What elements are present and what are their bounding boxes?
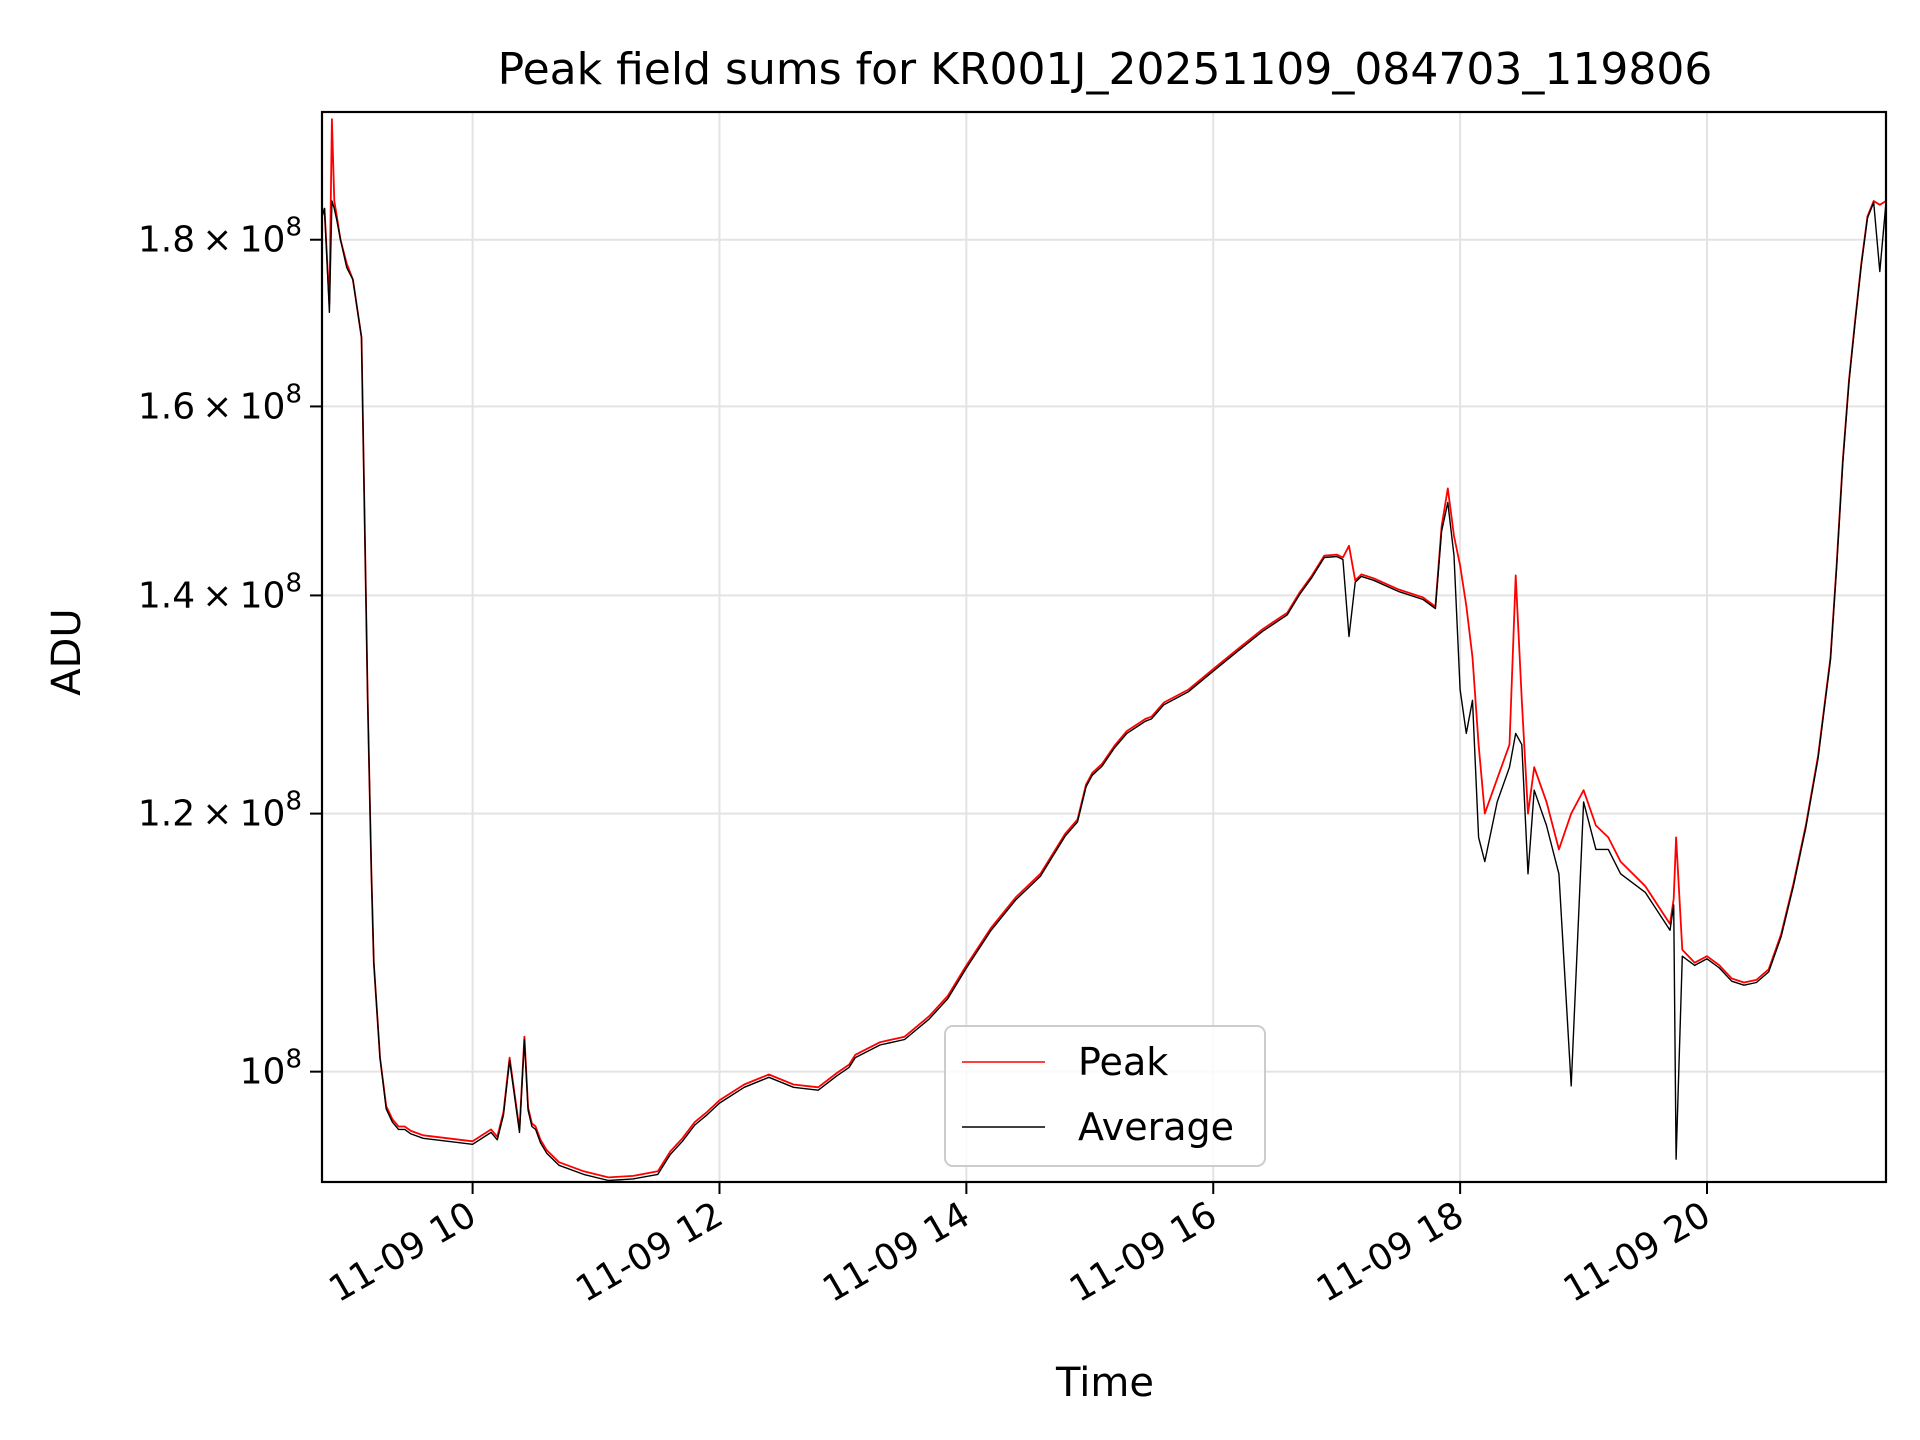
y-tick-label: 1.6 × 108 bbox=[138, 379, 302, 427]
chart-title: Peak field sums for KR001J_20251109_0847… bbox=[498, 44, 1713, 95]
x-tick-label: 11-09 20 bbox=[1557, 1194, 1718, 1310]
grid-layer bbox=[322, 112, 1886, 1182]
y-tick-label: 108 bbox=[240, 1045, 302, 1093]
x-axis-label: Time bbox=[1055, 1360, 1154, 1406]
x-tick-label: 11-09 10 bbox=[322, 1194, 483, 1310]
y-axis-label: ADU bbox=[44, 608, 90, 695]
legend: Peak Average bbox=[944, 1025, 1266, 1167]
y-tick-label: 1.4 × 108 bbox=[138, 568, 302, 616]
y-axis: 108 1.2 × 108 1.4 × 108 1.6 × 108 1.8 × 108 bbox=[138, 213, 322, 1093]
x-tick-label: 11-09 18 bbox=[1310, 1194, 1471, 1310]
x-axis: 11-09 10 11-09 12 11-09 14 11-09 16 11-09 18… bbox=[322, 1182, 1718, 1311]
plot-area bbox=[322, 118, 1886, 1182]
x-tick-label: 11-09 16 bbox=[1063, 1194, 1224, 1310]
legend-label-average: Average bbox=[1078, 1105, 1234, 1149]
legend-label-peak: Peak bbox=[1078, 1040, 1168, 1084]
series-line-peak bbox=[322, 118, 1886, 1179]
x-tick-label: 11-09 14 bbox=[816, 1194, 977, 1310]
y-tick-label: 1.8 × 108 bbox=[138, 213, 302, 261]
y-tick-label: 1.2 × 108 bbox=[138, 787, 302, 835]
x-tick-label: 11-09 12 bbox=[569, 1194, 730, 1310]
series-line-average bbox=[322, 200, 1886, 1182]
plot-frame bbox=[320, 110, 1888, 1184]
legend-box bbox=[944, 1025, 1266, 1167]
